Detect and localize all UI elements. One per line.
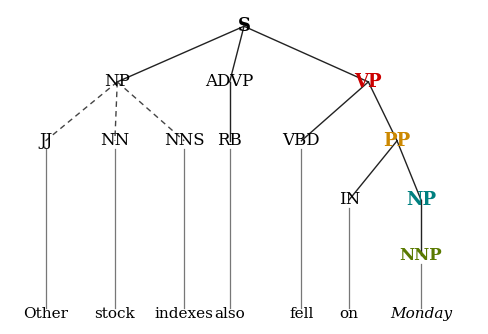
Text: Other: Other xyxy=(23,307,68,321)
Text: VBD: VBD xyxy=(283,132,320,149)
Text: NP: NP xyxy=(406,191,436,209)
Text: NP: NP xyxy=(104,73,130,91)
Text: ADVP: ADVP xyxy=(205,73,254,91)
Text: on: on xyxy=(340,307,359,321)
Text: JJ: JJ xyxy=(39,132,52,149)
Text: indexes: indexes xyxy=(155,307,214,321)
Text: RB: RB xyxy=(217,132,242,149)
Text: also: also xyxy=(214,307,245,321)
Text: NNP: NNP xyxy=(400,247,442,264)
Text: IN: IN xyxy=(339,191,360,208)
Text: fell: fell xyxy=(289,307,314,321)
Text: VP: VP xyxy=(354,73,382,91)
Text: S: S xyxy=(238,17,250,35)
Text: NN: NN xyxy=(100,132,129,149)
Text: stock: stock xyxy=(95,307,135,321)
Text: PP: PP xyxy=(384,132,411,150)
Text: Monday: Monday xyxy=(390,307,452,321)
Text: NNS: NNS xyxy=(164,132,204,149)
